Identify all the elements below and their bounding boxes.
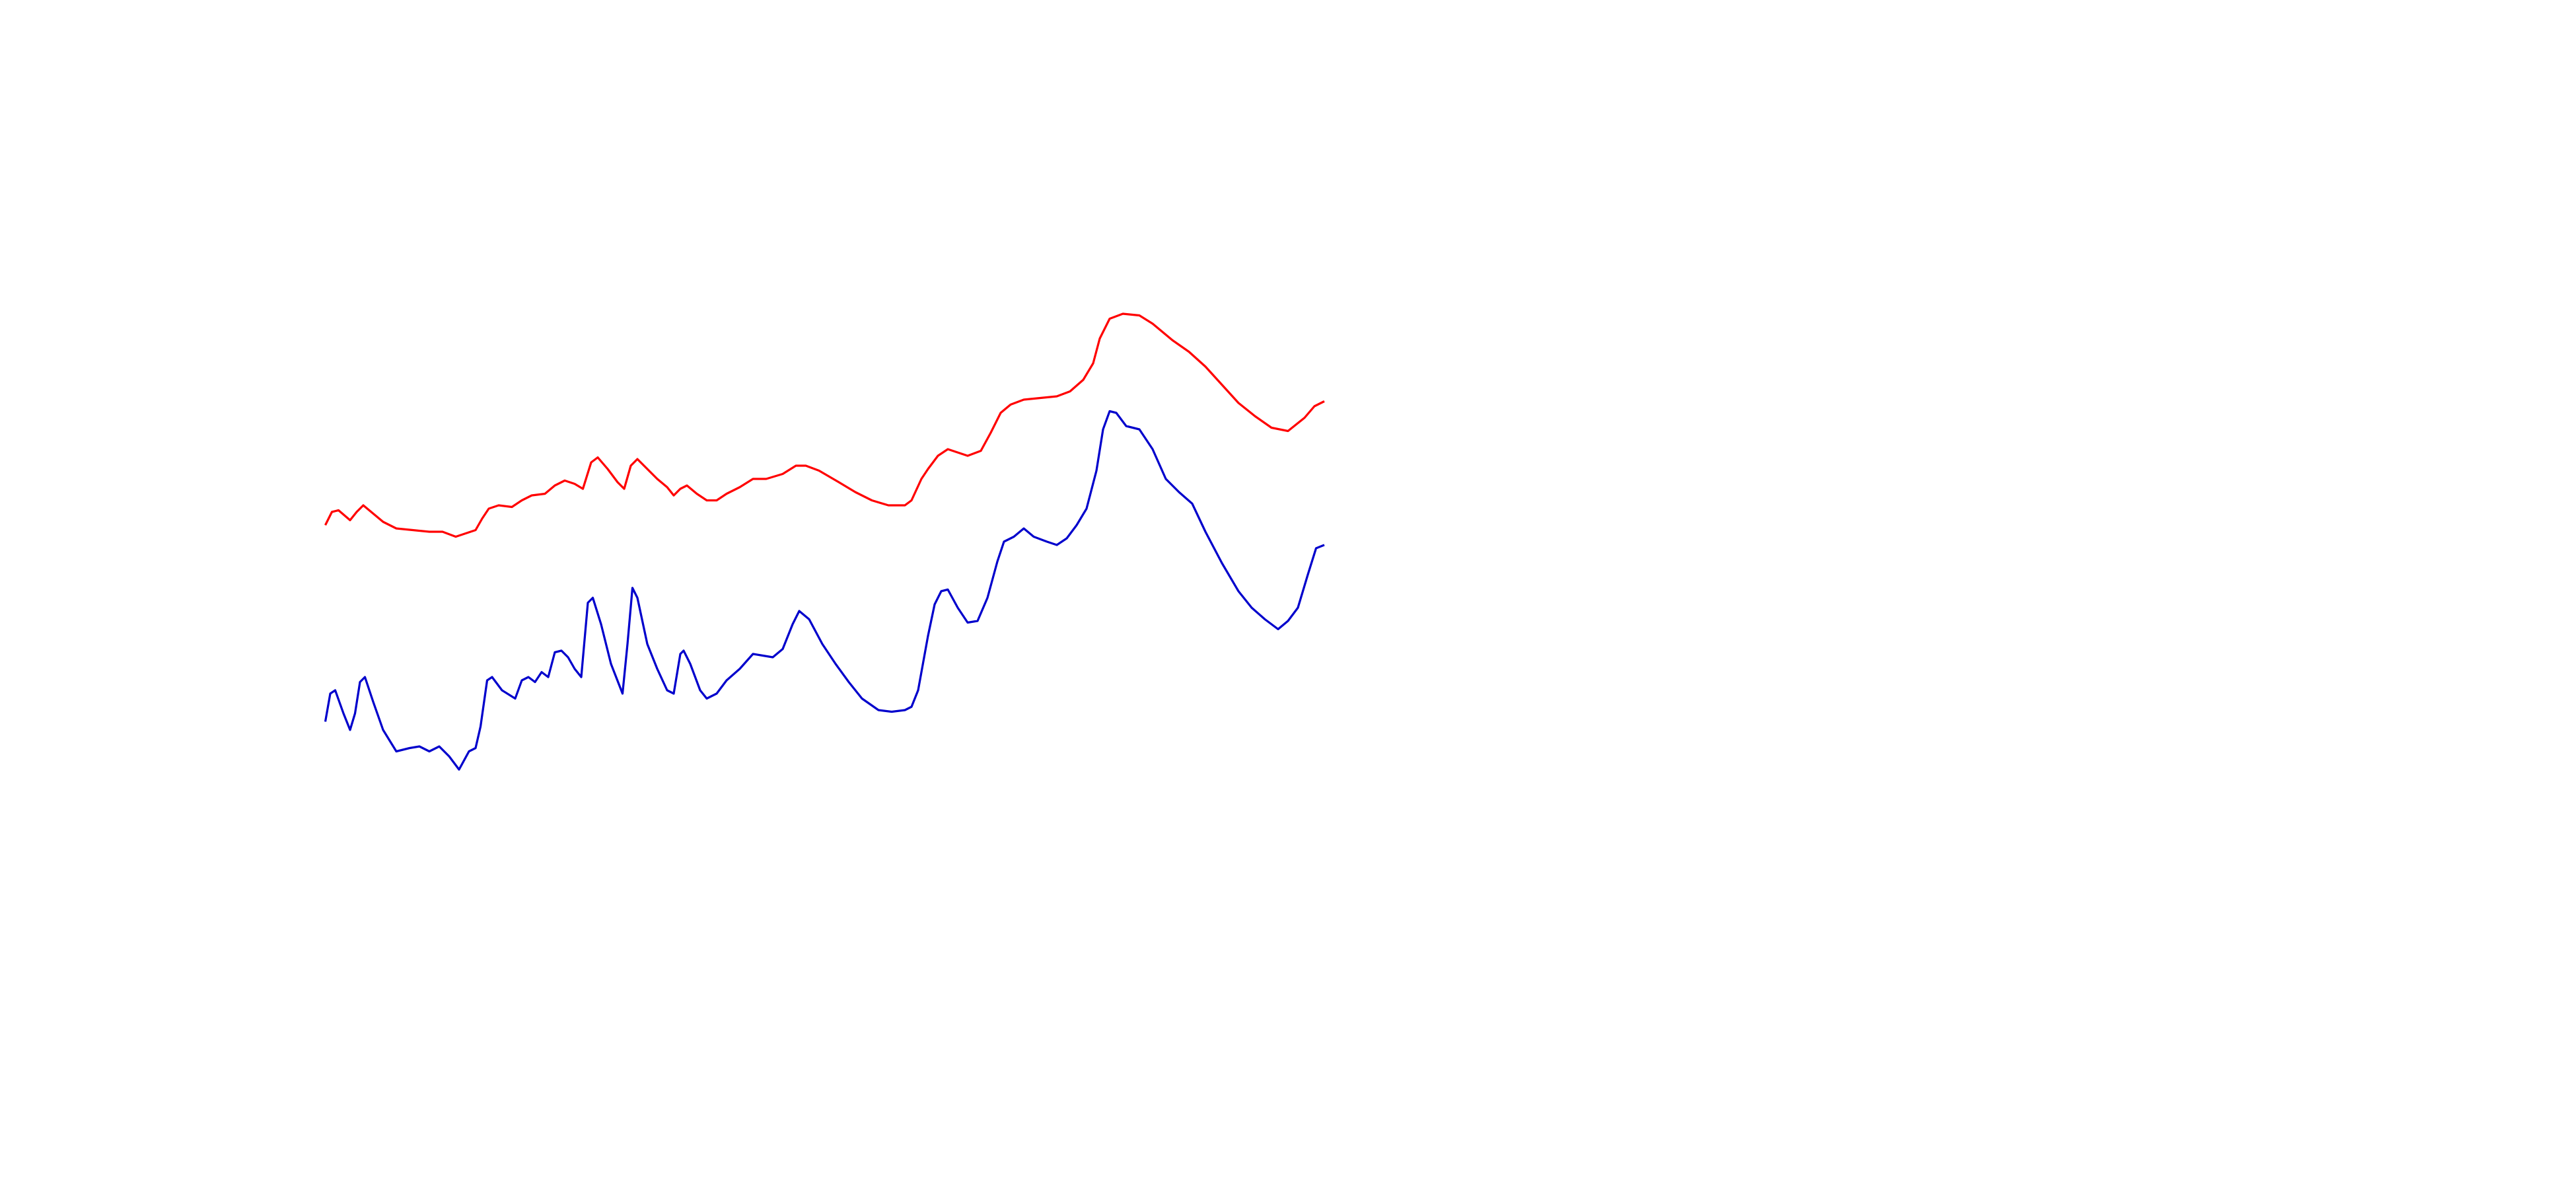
line-series — [324, 312, 1325, 538]
line-series — [324, 410, 1325, 771]
